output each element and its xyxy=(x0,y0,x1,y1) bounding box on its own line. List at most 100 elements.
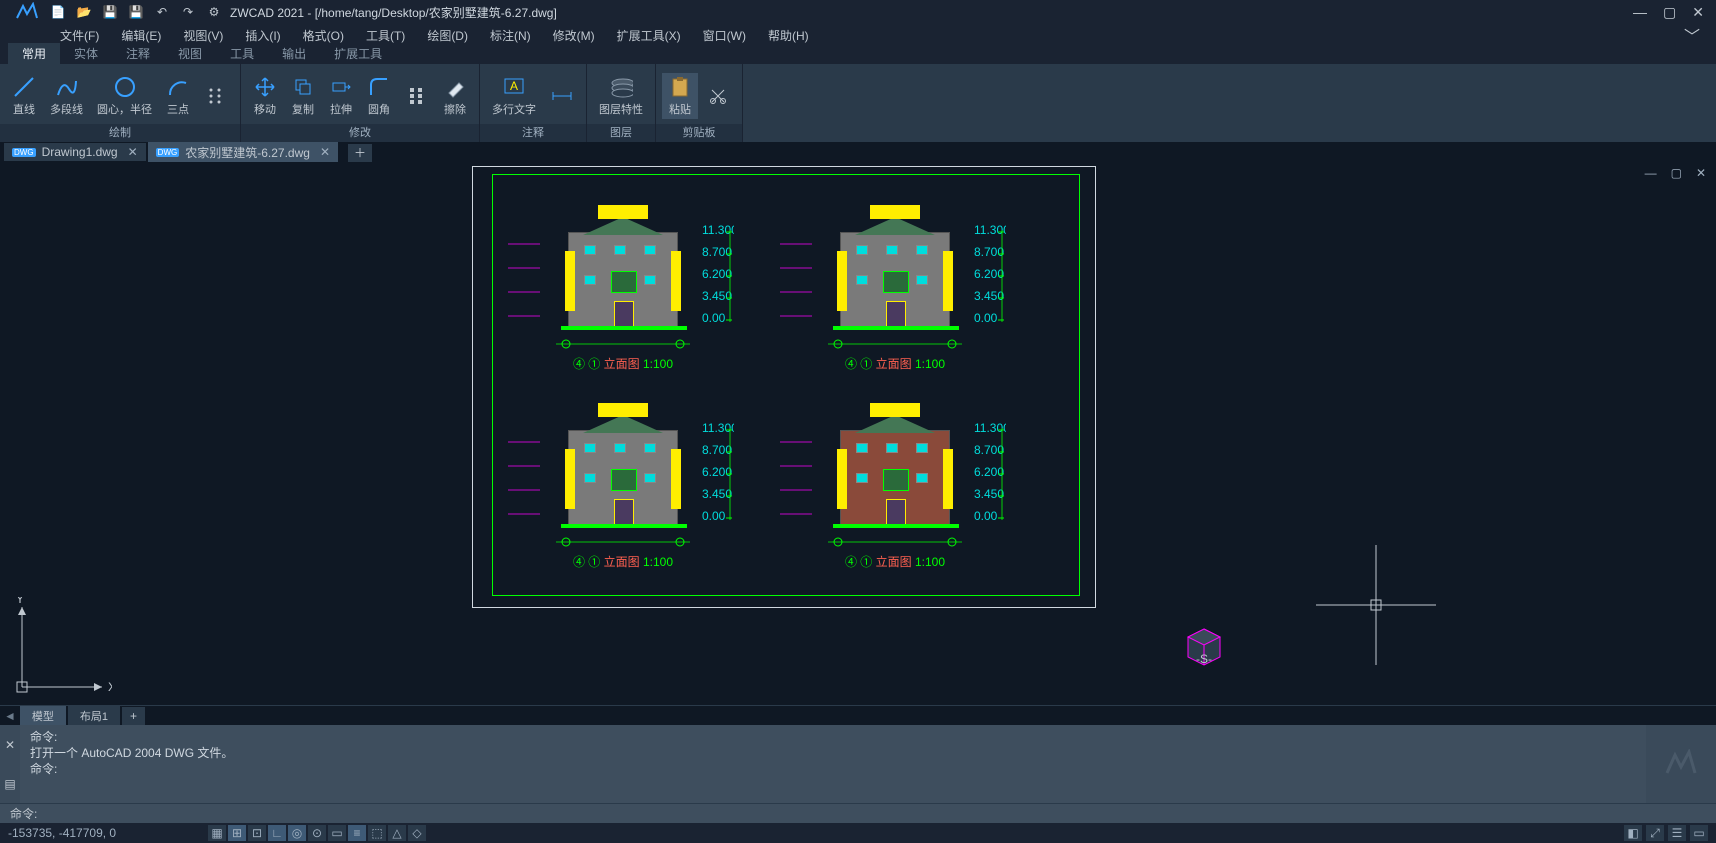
otrack-toggle[interactable]: ⊙ xyxy=(308,825,326,841)
lwt-toggle[interactable]: ≡ xyxy=(348,825,366,841)
more-draw-button[interactable] xyxy=(198,82,234,110)
open-icon[interactable]: 📂 xyxy=(76,4,92,20)
saveas-icon[interactable]: 💾 xyxy=(128,4,144,20)
more-modify-button[interactable] xyxy=(399,82,435,110)
redo-icon[interactable]: ↷ xyxy=(180,4,196,20)
doc-tab[interactable]: DWGDrawing1.dwg✕ xyxy=(4,143,146,161)
status-ann-scale-button[interactable]: ⤢ xyxy=(1646,825,1664,841)
view-cube[interactable]: -S- xyxy=(1182,625,1226,669)
svg-text:6.200: 6.200 xyxy=(974,465,1004,479)
menu-扩展工具(X)[interactable]: 扩展工具(X) xyxy=(607,25,691,46)
svg-text:0.00: 0.00 xyxy=(702,311,726,325)
coordinate-display[interactable]: -153735, -417709, 0 xyxy=(8,826,208,840)
command-history[interactable]: 命令:打开一个 AutoCAD 2004 DWG 文件。命令: xyxy=(20,725,1646,803)
svg-text:0.00: 0.00 xyxy=(974,509,998,523)
ribbon-tab-工具[interactable]: 工具 xyxy=(216,43,268,64)
grid-toggle[interactable]: ⊞ xyxy=(228,825,246,841)
ribbon-tab-注释[interactable]: 注释 xyxy=(112,43,164,64)
cycle-toggle[interactable]: ⬚ xyxy=(368,825,386,841)
layout-prev-button[interactable]: ◄ xyxy=(4,709,16,723)
command-area: ✕ ▤ 命令:打开一个 AutoCAD 2004 DWG 文件。命令: xyxy=(0,725,1716,803)
iso-toggle[interactable]: ◇ xyxy=(408,825,426,841)
stretch-button[interactable]: 拉伸 xyxy=(323,73,359,119)
menu-标注(N)[interactable]: 标注(N) xyxy=(480,25,541,46)
mtext-button[interactable]: A 多行文字 xyxy=(486,73,542,119)
copy-button[interactable]: 复制 xyxy=(285,73,321,119)
elevation-view-2: 11.3008.7006.2003.4500.00 ④ ① 立面图 1:100 xyxy=(548,400,698,530)
minimize-button[interactable]: — xyxy=(1633,4,1647,21)
ucs-icon: X Y xyxy=(12,597,112,697)
layout-tab-模型[interactable]: 模型 xyxy=(20,706,66,726)
osnap-toggle[interactable]: ◎ xyxy=(288,825,306,841)
tab-close-button[interactable]: ✕ xyxy=(320,145,330,159)
status-bar: -153735, -417709, 0 ▦⊞⊡∟◎⊙▭≡⬚△◇ ◧ ⤢ ☰ ▭ xyxy=(0,823,1716,843)
button-label: 三点 xyxy=(167,101,189,117)
dim-button[interactable] xyxy=(544,82,580,110)
new-icon[interactable]: 📄 xyxy=(50,4,66,20)
svg-text:11.300: 11.300 xyxy=(974,421,1006,435)
add-layout-button[interactable]: + xyxy=(122,707,145,725)
ribbon-tab-输出[interactable]: 输出 xyxy=(268,43,320,64)
vp-close-button[interactable]: ✕ xyxy=(1696,166,1706,180)
button-label: 多行文字 xyxy=(492,101,536,117)
tab-close-button[interactable]: ✕ xyxy=(128,145,138,159)
save-icon[interactable]: 💾 xyxy=(102,4,118,20)
polyline-button[interactable]: 多段线 xyxy=(44,73,89,119)
menu-窗口(W)[interactable]: 窗口(W) xyxy=(693,25,756,46)
layer-props-button[interactable]: 图层特性 xyxy=(593,73,649,119)
ribbon-tab-扩展工具[interactable]: 扩展工具 xyxy=(320,43,396,64)
elevation-caption: ④ ① 立面图 1:100 xyxy=(845,355,945,372)
close-button[interactable]: ✕ xyxy=(1692,4,1704,21)
menu-绘图(D)[interactable]: 绘图(D) xyxy=(417,25,478,46)
doc-tab[interactable]: DWG农家别墅建筑-6.27.dwg✕ xyxy=(148,142,338,163)
svg-text:A: A xyxy=(510,79,518,93)
app-logo[interactable] xyxy=(4,2,50,22)
ortho-toggle[interactable]: ⊡ xyxy=(248,825,266,841)
move-button[interactable]: 移动 xyxy=(247,73,283,119)
drawing-canvas[interactable]: — ▢ ✕ 11.3008.7006.2003.4500.00 xyxy=(0,162,1716,705)
dots-icon xyxy=(204,84,228,108)
circle-button[interactable]: 圆心，半径 xyxy=(91,73,158,119)
settings-icon[interactable]: ⚙ xyxy=(206,4,222,20)
ribbon-expand-icon[interactable]: ﹀ xyxy=(1684,23,1716,47)
arc3pt-button[interactable]: 三点 xyxy=(160,73,196,119)
menu-修改(M)[interactable]: 修改(M) xyxy=(543,25,605,46)
undo-icon[interactable]: ↶ xyxy=(154,4,170,20)
copy-icon xyxy=(291,75,315,99)
elevation-caption: ④ ① 立面图 1:100 xyxy=(845,553,945,570)
fillet-button[interactable]: 圆角 xyxy=(361,73,397,119)
snap-toggle[interactable]: ▦ xyxy=(208,825,226,841)
menu-帮助(H)[interactable]: 帮助(H) xyxy=(758,25,819,46)
svg-text:X: X xyxy=(108,680,112,694)
status-clean-button[interactable]: ▭ xyxy=(1690,825,1708,841)
layout-tab-布局1[interactable]: 布局1 xyxy=(68,706,120,726)
svg-text:8.700: 8.700 xyxy=(974,443,1004,457)
cut-button[interactable] xyxy=(700,82,736,110)
fillet-icon xyxy=(367,75,391,99)
command-logo xyxy=(1646,725,1716,803)
ribbon-tab-视图[interactable]: 视图 xyxy=(164,43,216,64)
status-model-button[interactable]: ◧ xyxy=(1624,825,1642,841)
erase-button[interactable]: 擦除 xyxy=(437,73,473,119)
title-bar: 📄📂💾💾↶↷⚙ ZWCAD 2021 - [/home/tang/Desktop… xyxy=(0,0,1716,24)
ribbon-tab-常用[interactable]: 常用 xyxy=(8,43,60,64)
vp-minimize-button[interactable]: — xyxy=(1645,166,1657,180)
vp-maximize-button[interactable]: ▢ xyxy=(1671,166,1682,180)
command-input[interactable]: 命令: xyxy=(0,803,1716,823)
paste-button[interactable]: 粘贴 xyxy=(662,73,698,119)
ann-toggle[interactable]: △ xyxy=(388,825,406,841)
maximize-button[interactable]: ▢ xyxy=(1663,4,1676,21)
cmd-close-button[interactable]: ✕ xyxy=(5,738,15,752)
command-prompt-label: 命令: xyxy=(10,805,37,822)
doc-tab-label: 农家别墅建筑-6.27.dwg xyxy=(185,144,310,161)
ribbon-tab-实体[interactable]: 实体 xyxy=(60,43,112,64)
dwg-icon: DWG xyxy=(12,148,36,157)
new-doc-button[interactable]: ＋ xyxy=(340,142,380,163)
status-config-button[interactable]: ☰ xyxy=(1668,825,1686,841)
polar-toggle[interactable]: ∟ xyxy=(268,825,286,841)
cmd-resize-icon[interactable]: ▤ xyxy=(4,777,15,791)
line-button[interactable]: 直线 xyxy=(6,73,42,119)
dyn-toggle[interactable]: ▭ xyxy=(328,825,346,841)
group-label: 剪贴板 xyxy=(656,124,742,142)
text-icon: A xyxy=(502,75,526,99)
